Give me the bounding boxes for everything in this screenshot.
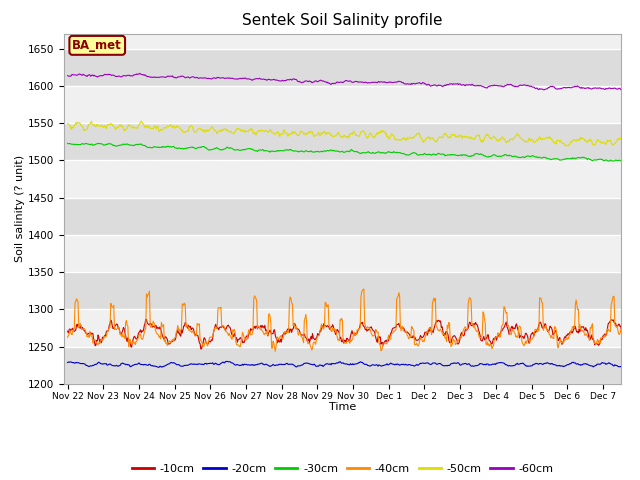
-40cm [236,344,243,349]
-10cm [197,346,205,352]
-30cm [64,141,72,146]
-60cm [635,87,640,93]
-50cm [138,118,145,124]
-10cm [635,329,640,335]
-30cm [609,158,617,164]
-50cm [64,120,72,126]
Text: BA_met: BA_met [72,39,122,52]
-60cm [64,73,72,79]
-20cm [445,362,453,368]
-40cm [264,332,272,338]
-40cm [286,294,294,300]
-60cm [619,89,627,95]
-50cm [236,127,244,132]
-10cm [131,333,138,339]
-10cm [287,326,295,332]
-20cm [223,359,231,364]
-10cm [64,328,72,334]
-10cm [413,337,421,343]
-40cm [445,321,453,326]
-40cm [64,335,72,340]
-20cm [64,360,72,365]
-20cm [131,361,138,367]
Line: -60cm: -60cm [68,73,639,92]
-60cm [265,76,273,82]
-10cm [266,329,273,335]
Line: -10cm: -10cm [68,319,639,349]
Line: -50cm: -50cm [68,121,639,148]
-60cm [131,72,138,78]
-30cm [81,141,89,146]
-60cm [236,75,244,81]
-60cm [136,71,143,76]
-30cm [131,142,139,148]
-20cm [237,362,245,368]
-50cm [131,125,138,131]
Bar [64,48,621,86]
-30cm [445,152,452,158]
-20cm [413,362,421,368]
Bar [64,235,621,272]
-20cm [266,363,273,369]
-30cm [413,151,420,157]
-40cm [635,336,640,342]
-10cm [445,340,453,346]
-30cm [265,148,273,154]
-20cm [287,361,295,367]
-60cm [286,76,294,82]
Bar [64,86,621,123]
-50cm [628,145,636,151]
-40cm [271,348,279,354]
Line: -30cm: -30cm [68,144,639,161]
Y-axis label: Soil salinity (? unit): Soil salinity (? unit) [15,155,25,263]
-50cm [413,131,420,136]
-60cm [413,81,420,86]
Bar [64,198,621,235]
-50cm [445,135,452,141]
Bar [64,347,621,384]
-60cm [445,82,452,87]
Legend: -10cm, -20cm, -30cm, -40cm, -50cm, -60cm: -10cm, -20cm, -30cm, -40cm, -50cm, -60cm [127,460,557,479]
-10cm [142,316,150,322]
-50cm [635,139,640,144]
-20cm [635,363,640,369]
-20cm [155,364,163,370]
Line: -20cm: -20cm [68,361,639,367]
-30cm [286,147,294,153]
Bar [64,272,621,310]
Bar [64,310,621,347]
-50cm [265,130,273,135]
-50cm [286,131,294,137]
-10cm [237,336,245,342]
Line: -40cm: -40cm [68,289,639,351]
-30cm [236,147,244,153]
-40cm [131,339,138,345]
-40cm [413,343,421,348]
-30cm [635,157,640,163]
Title: Sentek Soil Salinity profile: Sentek Soil Salinity profile [242,13,443,28]
Bar [64,123,621,160]
X-axis label: Time: Time [329,402,356,412]
-40cm [360,287,368,292]
Bar [64,160,621,198]
